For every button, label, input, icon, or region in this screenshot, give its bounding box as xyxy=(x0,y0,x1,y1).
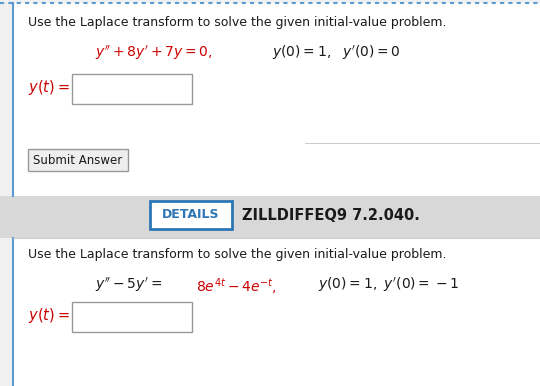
FancyBboxPatch shape xyxy=(150,201,232,229)
Bar xyxy=(0,196,540,238)
Text: $8e^{4t} - 4e^{-t},$: $8e^{4t} - 4e^{-t},$ xyxy=(196,276,277,296)
Bar xyxy=(13,238,540,386)
Text: DETAILS: DETAILS xyxy=(162,208,220,222)
FancyBboxPatch shape xyxy=(72,74,192,104)
Text: Use the Laplace transform to solve the given initial-value problem.: Use the Laplace transform to solve the g… xyxy=(28,248,447,261)
Text: $y(0) = 1,\ \ y'(0) = 0$: $y(0) = 1,\ \ y'(0) = 0$ xyxy=(272,44,401,62)
Text: $y(0) = 1,\ y'(0) = -1$: $y(0) = 1,\ y'(0) = -1$ xyxy=(318,276,459,294)
Text: Submit Answer: Submit Answer xyxy=(33,154,123,166)
Text: $y(t) =$: $y(t) =$ xyxy=(28,78,70,97)
FancyBboxPatch shape xyxy=(72,302,192,332)
Bar xyxy=(13,3,540,196)
Text: $y'' - 5y' =$: $y'' - 5y' =$ xyxy=(95,276,163,294)
Text: $y'' + 8y' + 7y = 0,$: $y'' + 8y' + 7y = 0,$ xyxy=(95,44,213,62)
Text: Use the Laplace transform to solve the given initial-value problem.: Use the Laplace transform to solve the g… xyxy=(28,16,447,29)
FancyBboxPatch shape xyxy=(28,149,128,171)
Text: $y(t) =$: $y(t) =$ xyxy=(28,306,70,325)
Text: ZILLDIFFEQ9 7.2.040.: ZILLDIFFEQ9 7.2.040. xyxy=(242,208,420,222)
